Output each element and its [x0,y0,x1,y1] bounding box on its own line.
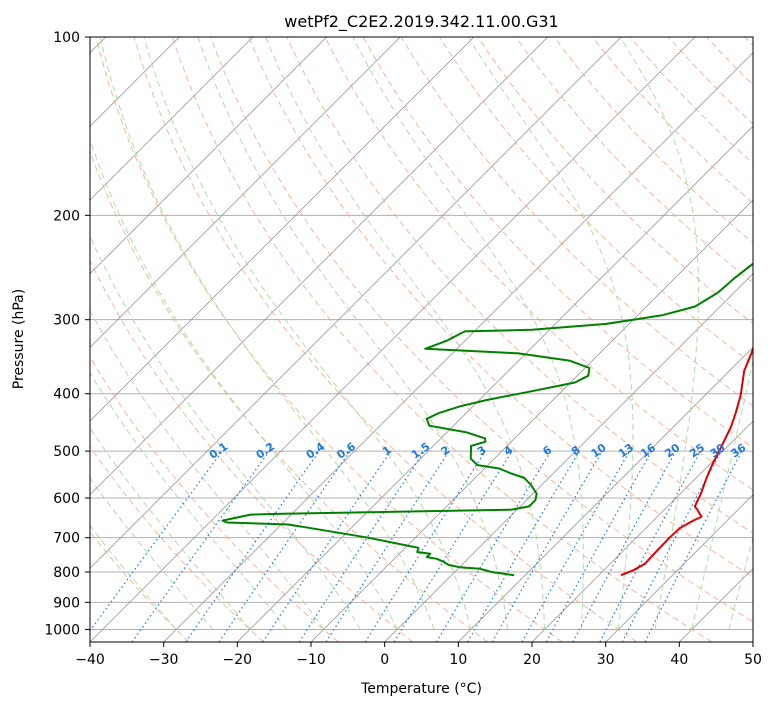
dry-adiabat-line [400,37,753,407]
moist-adiabat-line [90,427,251,630]
moist-adiabat-line [619,37,699,630]
mixing-ratio-line [298,450,425,642]
isotherm-line [531,420,753,642]
moist-adiabat-line [691,358,753,630]
moist-adiabat-line [90,235,361,630]
mixing-ratio-line [491,450,603,642]
dry-adiabat-line [133,37,638,642]
isotherm-line [384,273,753,642]
y-tick-label: 400 [53,387,80,403]
y-tick-label: 600 [53,491,80,507]
moist-adiabat-line [90,309,325,630]
chart-title: wetPf2_C2E2.2019.342.11.00.G31 [284,12,558,32]
mixing-ratio-line [185,450,320,642]
isotherm-line [90,37,696,642]
profile-lines [221,262,753,577]
isotherm-line [90,37,254,201]
mixing-ratio-line [131,450,270,642]
y-tick-label: 700 [53,531,80,547]
x-tick-label: 10 [449,652,467,668]
x-tick-label: 40 [670,652,688,668]
mixing-ratio-line [90,450,223,632]
mixing-ratio-line [545,450,653,642]
moist-adiabat-line [143,37,472,630]
x-tick-label: −20 [223,652,253,668]
dry-adiabat-line [477,37,753,325]
dry-adiabat-line [248,37,753,578]
y-tick-label: 500 [53,444,80,460]
moist-adiabat-line [99,37,435,630]
mixing-ratio-line [393,450,513,642]
x-axis-title: Temperature (°C) [360,681,482,697]
moist-adiabat-line [90,371,288,630]
temperature-line [620,345,753,577]
isotherm-line [90,37,475,422]
moist-adiabat-line [467,37,634,630]
dry-adiabat-line [515,37,753,284]
dry-adiabat-line [591,37,753,204]
dry-adiabat-line [362,37,753,449]
y-tick-label: 1000 [44,622,80,638]
mixing-ratio-line [466,450,580,642]
x-tick-label: −10 [296,652,326,668]
x-tick-label: −40 [75,652,105,668]
mixing-ratio-line [325,450,450,642]
axes: −40 −30 −20 −10 0 10 20 30 40 50 100 200 300 400 500 60… [44,30,762,668]
plot-frame [89,36,754,643]
y-tick-label: 300 [53,313,80,329]
moist-adiabat-line [90,138,398,630]
isotherm-line [163,52,753,642]
x-tick-label: 30 [597,652,615,668]
moist-adiabat-line [197,37,509,630]
isotherm-line [605,494,753,642]
y-tick-label: 800 [53,565,80,581]
moist-adiabat-line [90,524,177,630]
dry-adiabat-line [210,37,753,623]
mixing-ratio-line [572,450,677,642]
y-tick-label: 900 [53,595,80,611]
moist-adiabat-line [90,477,214,630]
moist-adiabat-line [265,37,546,630]
dry-adiabat-line [90,445,264,642]
dry-adiabat-line [324,37,753,491]
y-tick-label: 200 [53,208,80,224]
y-tick-label: 100 [53,30,80,46]
isotherm-line [90,37,548,496]
isotherm-line [90,37,327,275]
y-axis-title: Pressure (hPa) [11,289,27,389]
isotherm-line [237,125,753,642]
mixing-ratio-line [364,450,486,642]
dewpoint-line [221,262,753,577]
isotherm-line [458,346,753,642]
x-tick-label: −30 [149,652,179,668]
reference-lines [90,37,753,642]
dry-adiabat-line [171,37,712,642]
mixing-ratio-line [521,450,631,642]
isotherm-line [90,37,401,348]
x-tick-label: 50 [744,652,762,668]
isotherm-line [90,37,622,569]
moist-adiabat-line [352,37,584,630]
dry-adiabat-line [629,37,753,165]
moist-adiabat-line [728,536,753,630]
x-tick-label: 20 [523,652,541,668]
x-tick-label: 0 [380,652,389,668]
dry-adiabat-line [90,259,414,642]
mixing-ratio-line [435,450,552,642]
